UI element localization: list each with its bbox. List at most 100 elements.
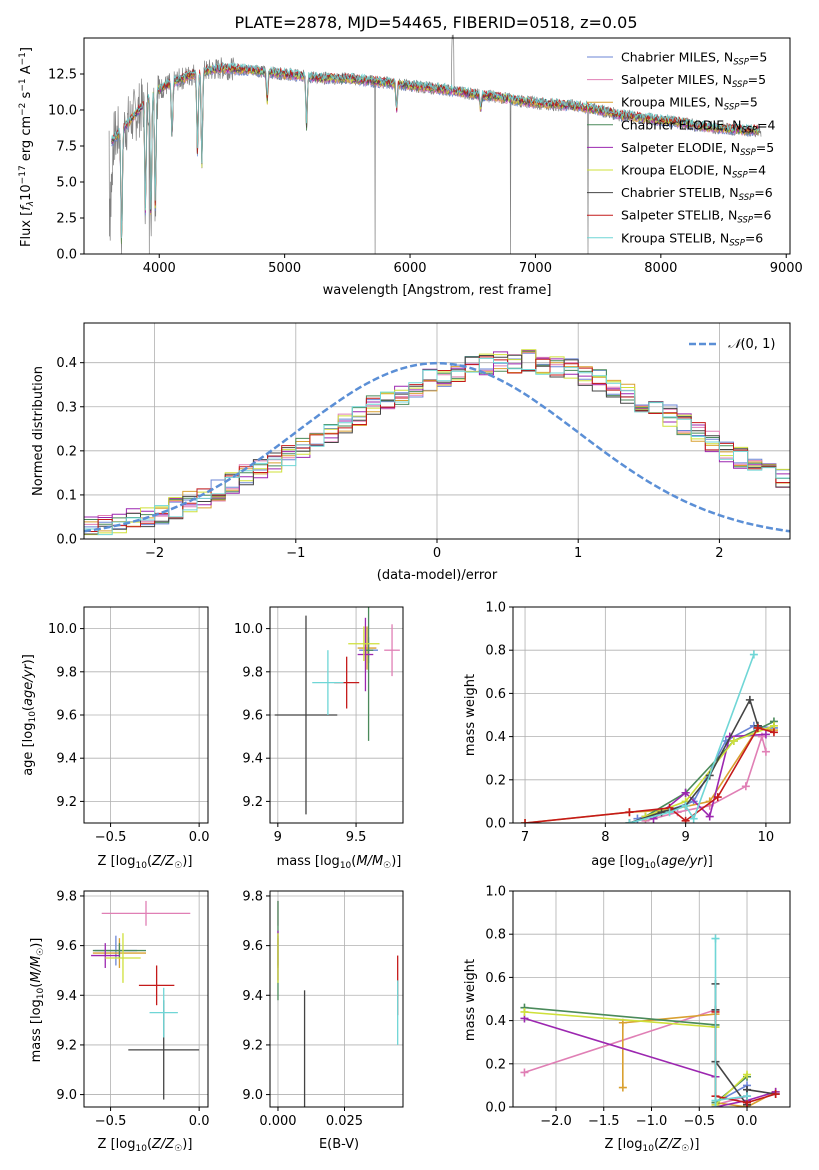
errorbar-point	[357, 617, 374, 692]
weight-line-chabrier-stelib	[629, 697, 759, 823]
y-tick-label: 1.0	[485, 601, 506, 616]
y-tick-label: 0.8	[485, 928, 506, 943]
weight-marker	[625, 808, 634, 817]
y-tick-label: 10.0	[48, 104, 77, 119]
residual-panel: −2 −1 0 1 2 0.0 0.1 0.2 0.3 0.4 (data-model)/erro…	[31, 322, 791, 583]
spectrum-legend: Chabrier MILES, NSSP=5 Salpeter MILES, NS…	[587, 50, 776, 248]
x-tick-label: −1.5	[588, 1114, 620, 1129]
weight-age-y-label: mass weight	[463, 674, 478, 756]
y-tick-label: 9.8	[242, 889, 263, 904]
histogram-salpeter-elodie	[84, 349, 790, 539]
y-tick-label: 10.0	[234, 622, 263, 637]
mass-weight-vs-age-panel: 7 8 9 10 0.0 0.2 0.4 0.6 0.8 1.0	[485, 601, 791, 845]
y-tick-label: 9.4	[242, 752, 263, 767]
marks	[91, 900, 200, 1100]
y-tick-label: 0.1	[56, 488, 77, 503]
errorbar-point	[101, 900, 191, 926]
weight-marker	[743, 1092, 752, 1101]
y-tick-label: 9.8	[56, 665, 77, 680]
x-tick-label: −2	[145, 546, 164, 561]
weight-age-x-label: age [log10(age/yr)]	[591, 854, 713, 871]
histogram-kroupa-stelib	[84, 357, 790, 539]
weight-marker	[625, 819, 634, 823]
x-tick-label: −2.0	[540, 1114, 572, 1129]
y-tick-label: 9.6	[242, 939, 263, 954]
y-tick-label: 9.4	[56, 752, 77, 767]
age-mass-x-label: mass [log10(M/M☉)]	[277, 854, 402, 871]
y-tick-label: 12.5	[48, 68, 77, 83]
y-tick-label: 9.8	[242, 665, 263, 680]
y-tick-label: 0.0	[56, 248, 77, 263]
weight-line-chabrier-elodie	[645, 720, 775, 818]
y-tick-label: 10.0	[48, 622, 77, 637]
y-tick-label: 9.2	[56, 1038, 77, 1053]
legend-label: Salpeter ELODIE, NSSP=5	[621, 140, 774, 158]
weight-marker	[761, 730, 770, 739]
weight-marker	[520, 1068, 529, 1077]
y-tick-label: 0.8	[485, 644, 506, 659]
y-tick-label: 9.2	[242, 795, 263, 810]
weight-marker	[681, 801, 690, 810]
legend-label: Chabrier ELODIE, NSSP=4	[621, 117, 776, 135]
errorbar-point	[149, 987, 178, 1038]
histogram-salpeter-stelib	[84, 356, 790, 539]
weight-marker	[681, 788, 690, 797]
y-tick-label: 0.4	[485, 1014, 506, 1029]
weight-marker	[761, 747, 770, 756]
weight-marker	[618, 1083, 627, 1092]
weight-marker	[711, 1096, 720, 1105]
y-tick-label: 0.4	[56, 356, 77, 371]
x-tick-label: 0.0	[189, 830, 210, 845]
y-tick-label: 9.8	[56, 889, 77, 904]
panel-frame	[83, 890, 209, 1108]
x-tick-label: 5000	[268, 261, 301, 276]
mass-z-x-label: Z [log10(Z/Z☉)]	[98, 1137, 193, 1154]
x-tick-label: 2	[715, 546, 723, 561]
age-vs-metallicity-panel: −0.5 0.0 9.2 9.4 9.6 9.8 10.0	[48, 606, 210, 845]
weight-marker	[713, 793, 722, 802]
y-tick-label: 9.6	[56, 939, 77, 954]
residual-y-label: Normed distribution	[31, 366, 46, 496]
y-tick-label: 2.5	[56, 212, 77, 227]
y-tick-label: 9.6	[242, 709, 263, 724]
mass-weight-vs-metallicity-panel: −2.0 −1.5 −1.0 −0.5 0.0 0.0 0.2 0.4 0.6 0.8 1.0	[485, 885, 791, 1129]
histogram-chabrier-stelib	[84, 354, 790, 539]
x-tick-label: 9000	[770, 261, 803, 276]
errorbar-point	[105, 933, 141, 983]
marks	[521, 650, 778, 823]
y-tick-label: 9.2	[56, 795, 77, 810]
weight-z-x-label: Z [log10(Z/Z☉)]	[605, 1137, 700, 1154]
weight-marker	[741, 782, 750, 791]
legend-label: Kroupa STELIB, NSSP=6	[621, 230, 763, 248]
y-tick-label: 9.2	[242, 1038, 263, 1053]
mass-ebv-x-label: E(B-V)	[319, 1137, 359, 1152]
x-tick-label: −0.5	[95, 1114, 127, 1129]
weight-marker	[681, 816, 690, 823]
y-tick-label: 0.0	[485, 817, 506, 832]
x-tick-label: 0	[433, 546, 441, 561]
mass-z-y-label: mass [log10(M/M☉)]	[29, 938, 46, 1063]
weight-marker	[743, 1070, 752, 1079]
x-tick-label: 9	[681, 830, 689, 845]
x-tick-label: 1	[574, 546, 582, 561]
y-tick-label: 0.6	[485, 971, 506, 986]
errorbar-point	[357, 626, 377, 670]
panel-frame	[512, 606, 791, 824]
weight-line-salpeter-elodie	[524, 1017, 776, 1107]
y-tick-label: 9.4	[56, 989, 77, 1004]
errorbar-point	[348, 626, 380, 661]
legend-label: Kroupa MILES, NSSP=5	[621, 95, 758, 113]
weight-marker	[521, 819, 530, 823]
age-z-y-label: age [log10(age/yr)]	[21, 654, 38, 776]
x-tick-label: 7	[521, 830, 529, 845]
legend-label: Salpeter STELIB, NSSP=6	[621, 208, 771, 226]
age-z-x-label: Z [log10(Z/Z☉)]	[98, 854, 193, 871]
y-tick-label: 0.2	[56, 444, 77, 459]
marks	[274, 607, 400, 815]
y-tick-label: 0.0	[56, 533, 77, 548]
x-tick-label: 0.000	[259, 1114, 296, 1129]
x-tick-label: 8	[601, 830, 609, 845]
weight-z-y-label: mass weight	[463, 959, 478, 1041]
x-tick-label: 0.0	[189, 1114, 210, 1129]
